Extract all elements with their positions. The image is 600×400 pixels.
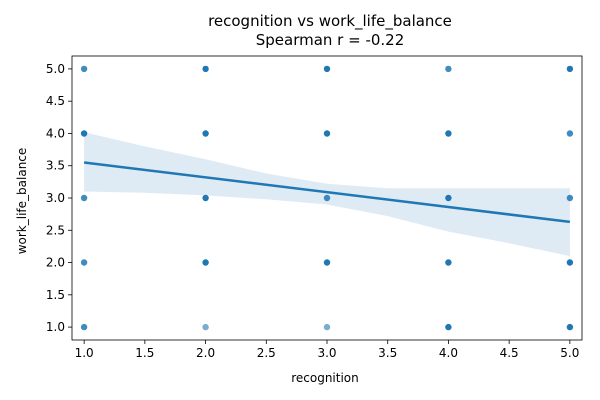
data-point [323,259,331,266]
chart-subtitle: Spearman r = -0.22 [256,31,405,49]
data-point [80,323,88,331]
y-axis-label: work_life_balance [15,148,29,255]
x-tick-label: 4.0 [439,346,458,360]
data-point [202,194,209,202]
data-point [323,194,331,202]
data-point [202,65,209,73]
data-point [566,323,574,331]
x-tick-label: 5.0 [560,346,579,360]
data-point [445,130,452,137]
x-tick-label: 3.5 [378,346,397,360]
data-point [566,65,574,73]
x-tick-label: 2.5 [257,346,276,360]
data-point [566,194,574,202]
x-tick-label: 4.5 [500,346,519,360]
y-tick-label: 1.0 [46,320,65,334]
y-tick-label: 3.5 [46,159,65,173]
y-tick-label: 2.5 [46,223,65,237]
data-point [80,194,88,202]
data-point [323,323,331,331]
data-point [445,65,452,73]
data-point [202,259,209,266]
y-tick-label: 5.0 [46,62,65,76]
data-point [566,259,574,266]
y-tick-label: 4.5 [46,94,65,108]
data-point [566,130,574,137]
points-layer [80,65,574,331]
data-point [80,259,88,266]
x-tick-label: 3.0 [317,346,336,360]
regression-line-layer [83,161,571,224]
axes: 1.0 1.5 2.0 2.5 3.0 3.5 4.0 4.5 5.0 1.0 1.5 2.0 2.5 3… [46,55,583,360]
confidence-band-layer [84,132,570,257]
confidence-band [84,132,570,257]
data-point [202,323,209,331]
data-point [202,130,209,137]
y-tick-label: 3.0 [46,191,65,205]
regression-line [83,161,571,224]
y-tick-label: 4.0 [46,126,65,140]
y-tick-label: 1.5 [46,288,65,302]
data-point [80,130,88,137]
data-point [445,323,452,331]
data-point [445,259,452,266]
data-point [323,65,331,73]
x-tick-label: 2.0 [196,346,215,360]
x-tick-label: 1.0 [75,346,94,360]
chart-title: recognition vs work_life_balance [208,12,452,31]
x-axis-label: recognition [291,371,359,385]
x-tick-label: 1.5 [135,346,154,360]
data-point [80,65,88,73]
data-point [445,194,452,202]
y-tick-label: 2.0 [46,256,65,270]
data-point [323,130,331,137]
